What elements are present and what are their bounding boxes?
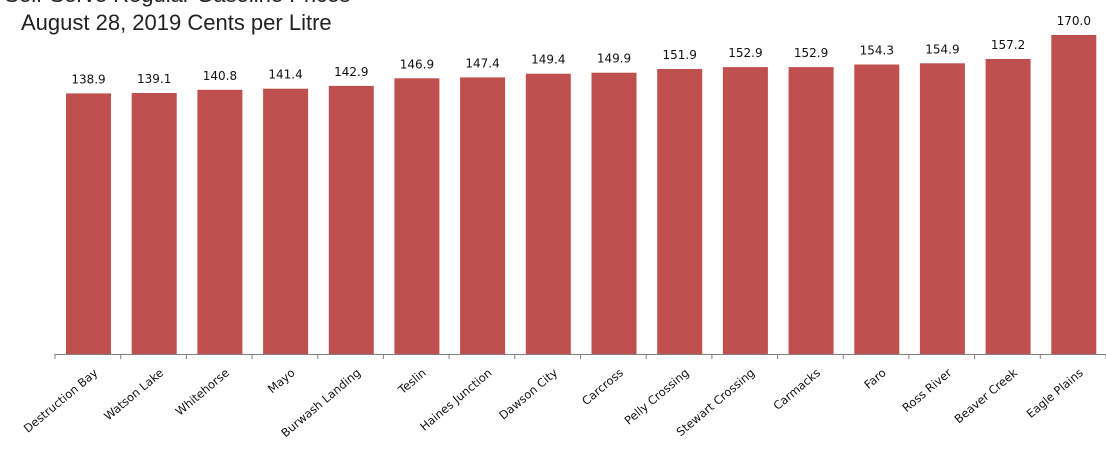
value-label-12: 154.3 <box>860 44 894 58</box>
x-tick-label-1: Watson Lake <box>101 366 166 424</box>
x-tick-label-13: Ross River <box>899 365 954 414</box>
value-label-10: 152.9 <box>728 46 762 60</box>
x-tick-label-15: Eagle Plains <box>1024 366 1086 421</box>
bar-11 <box>788 67 834 354</box>
bar-15 <box>1051 35 1097 354</box>
x-tick-label-7: Dawson City <box>496 365 560 422</box>
x-tick-label-2: Whitehorse <box>173 366 232 419</box>
x-tick-label-11: Carmacks <box>770 366 823 413</box>
x-tick-label-14: Beaver Creek <box>952 365 1021 426</box>
chart-title: e Self-Serve Regular Gasoline Prices <box>0 0 350 8</box>
bar-8 <box>591 72 637 354</box>
value-label-14: 157.2 <box>991 38 1025 52</box>
value-label-6: 147.4 <box>465 56 499 70</box>
bars-group <box>66 35 1097 355</box>
value-label-3: 141.4 <box>268 68 302 82</box>
bar-12 <box>854 64 900 354</box>
bar-2 <box>197 89 243 355</box>
value-label-4: 142.9 <box>334 65 368 79</box>
bar-14 <box>985 59 1031 354</box>
x-tick-label-6: Haines Junction <box>417 366 494 434</box>
bar-6 <box>460 77 506 355</box>
value-label-5: 146.9 <box>400 57 434 71</box>
bar-9 <box>657 69 703 354</box>
bar-3 <box>263 88 309 354</box>
value-label-11: 152.9 <box>794 46 828 60</box>
bar-0 <box>66 93 111 355</box>
value-label-13: 154.9 <box>925 42 959 56</box>
value-label-2: 140.8 <box>203 69 237 83</box>
bar-13 <box>919 63 965 355</box>
value-label-15: 170.0 <box>1057 14 1091 28</box>
value-label-1: 139.1 <box>137 72 171 86</box>
x-tick-label-0: Destruction Bay <box>21 365 101 435</box>
x-axis <box>54 354 1106 359</box>
x-tick-label-8: Carcross <box>579 366 626 408</box>
value-label-0: 138.9 <box>71 72 105 86</box>
value-label-8: 149.9 <box>597 52 631 66</box>
bar-1 <box>131 93 177 354</box>
bar-4 <box>328 85 374 355</box>
x-tick-label-12: Faro <box>861 366 888 392</box>
value-label-7: 149.4 <box>531 53 565 67</box>
bar-7 <box>525 73 571 354</box>
x-tick-labels-group: Destruction Bay Watson Lake Whitehorse Mayo… <box>21 365 1086 440</box>
value-labels-group: 138.9 139.1 140.8 141.4 142.9 146.9 147.4 149.4… <box>71 14 1091 86</box>
x-tick-label-5: Teslin <box>395 366 429 398</box>
bar-5 <box>394 78 440 355</box>
value-label-9: 151.9 <box>663 48 697 62</box>
chart-subtitle: August 28, 2019 Cents per Litre <box>21 10 332 35</box>
x-tick-label-9: Pelly Crossing <box>622 366 692 428</box>
x-tick-label-3: Mayo <box>265 366 298 397</box>
bar-10 <box>722 67 768 354</box>
